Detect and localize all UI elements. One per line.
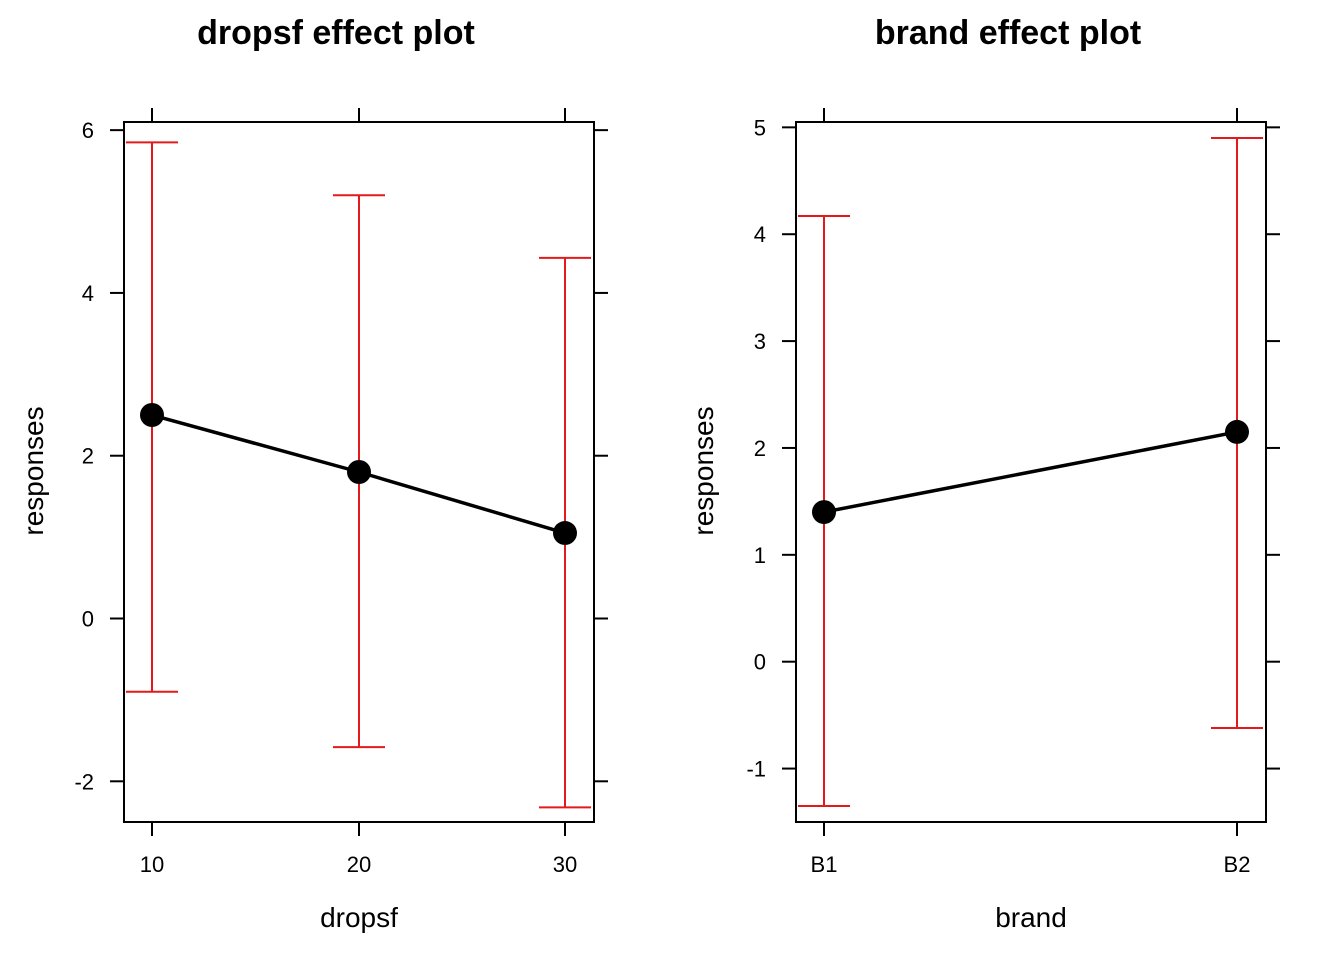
y-tick-label: 1: [754, 543, 766, 568]
data-point: [553, 521, 577, 546]
x-tick-label: 30: [553, 852, 577, 877]
plot-frame: [795, 121, 1267, 823]
y-tick-label: 4: [754, 222, 766, 247]
x-tick-label: B2: [1224, 852, 1251, 877]
y-axis-label: responses: [688, 406, 719, 535]
y-tick-label: 5: [754, 115, 766, 140]
brand-effect-panel: brand effect plot brand responses -1 0 1 2 3…: [688, 14, 1280, 933]
data-point: [1225, 419, 1249, 444]
x-axis-label: brand: [995, 902, 1067, 933]
y-tick-label: 0: [754, 650, 766, 675]
y-tick-label: 3: [754, 329, 766, 354]
data-point: [812, 500, 836, 525]
y-tick-label: 6: [82, 118, 94, 143]
effect-line: [823, 430, 1238, 514]
dropsf-effect-panel: dropsf effect plot dropsf responses -2 0 2…: [18, 14, 608, 933]
data-point: [140, 403, 164, 428]
y-tick-label: -1: [746, 757, 766, 782]
data-point: [347, 460, 371, 484]
y-tick-label: -2: [74, 769, 94, 794]
chart-title: dropsf effect plot: [197, 14, 475, 52]
y-tick-label: 0: [82, 607, 94, 632]
chart-title: brand effect plot: [875, 14, 1141, 52]
x-tick-label: 10: [140, 852, 164, 877]
x-tick-label: 20: [347, 852, 371, 877]
x-axis-label: dropsf: [320, 902, 398, 933]
y-tick-label: 4: [82, 281, 94, 306]
y-axis-label: responses: [18, 406, 49, 535]
y-tick-label: 2: [754, 436, 766, 461]
plot-area: -2 0 2 4 6 10 20 30: [74, 108, 608, 877]
x-tick-label: B1: [811, 852, 838, 877]
plot-area: -1 0 1 2 3 4 5 B1 B2: [746, 108, 1280, 877]
y-tick-label: 2: [82, 444, 94, 469]
